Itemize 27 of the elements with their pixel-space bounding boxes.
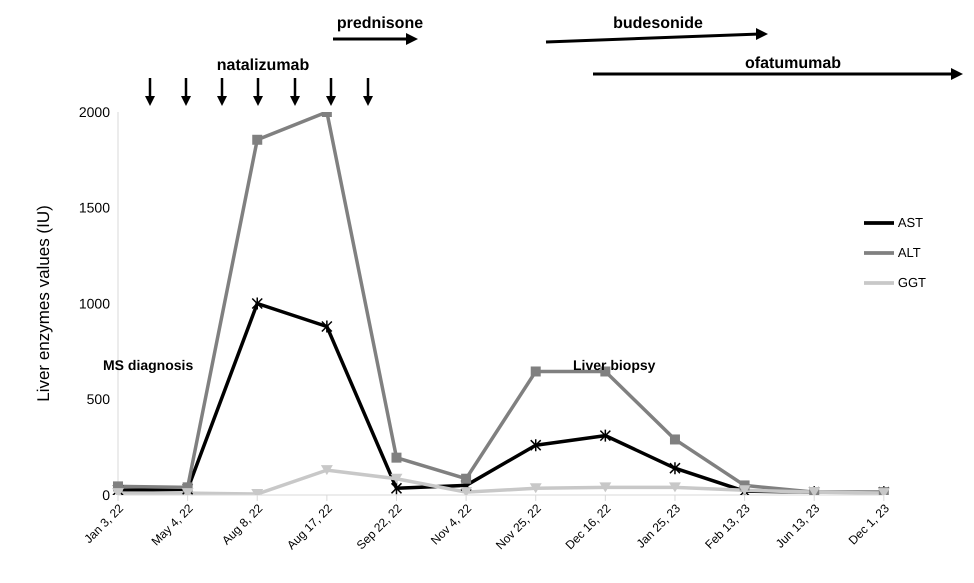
x-tick-label: Dec 1, 23	[846, 501, 892, 548]
x-tick-label: Nov 4, 22	[428, 501, 474, 548]
x-tick-label: Sep 22, 22	[354, 501, 405, 552]
legend-label: AST	[898, 215, 924, 230]
y-tick-label: 1500	[78, 200, 110, 216]
x-tick-label: Aug 8, 22	[219, 501, 266, 548]
x-tick-label: Jun 13, 23	[772, 501, 823, 551]
x-tick-label: May 4, 22	[148, 501, 196, 548]
x-tick-label: Jan 3, 22	[81, 501, 126, 546]
text: natalizumab	[216, 57, 310, 74]
y-tick-label: 2000	[78, 104, 110, 120]
text: budesonide	[613, 15, 703, 32]
y-tick-label: 1000	[78, 295, 110, 312]
annotation: Liver biopsy	[573, 357, 656, 373]
legend-label: GGT	[898, 275, 926, 290]
x-tick-label: Nov 25, 22	[492, 501, 544, 552]
legend-label: ALT	[898, 245, 921, 260]
y-axis-title: Liver enzymes values (IU)	[34, 205, 54, 402]
x-tick-label: Jan 25, 23	[634, 501, 684, 551]
text: prednisone	[336, 15, 424, 32]
y-tick-label: 500	[86, 391, 110, 408]
y-tick-label: 0	[102, 486, 110, 503]
x-tick-label: Aug 17, 22	[284, 501, 336, 552]
x-tick-label: Dec 16, 22	[562, 501, 614, 552]
text: ofatumumab	[745, 55, 842, 72]
x-tick-label: Feb 13, 23	[702, 501, 753, 552]
annotation: MS diagnosis	[103, 357, 194, 373]
